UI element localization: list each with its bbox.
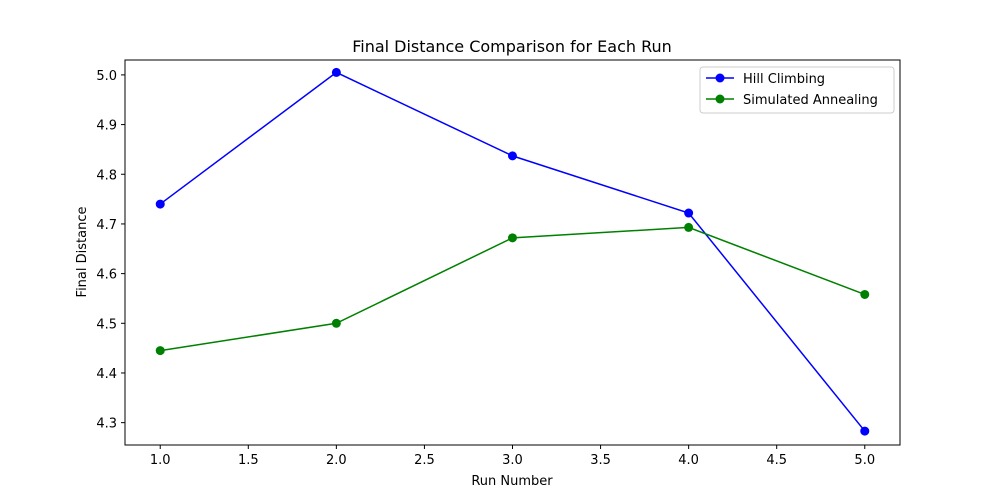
x-axis: 1.0 1.5 2.0 2.5 3.0 3.5 4.0 4.5 5.0 [150, 445, 875, 468]
x-tick-label: 4.0 [678, 453, 699, 468]
plot-area [155, 67, 870, 436]
x-tick-label: 3.5 [590, 453, 611, 468]
x-tick-label: 1.0 [150, 453, 171, 468]
legend-label-0: Hill Climbing [743, 72, 825, 87]
series-1-point [155, 346, 165, 356]
x-tick-label: 2.0 [326, 453, 347, 468]
x-tick-label: 1.5 [238, 453, 259, 468]
series-0-point [684, 208, 694, 218]
y-tick-label: 5.0 [96, 69, 117, 84]
legend-box [699, 66, 895, 114]
series-line-0 [159, 71, 866, 432]
x-tick-label: 2.5 [414, 453, 435, 468]
legend: Hill Climbing Simulated Annealing [699, 66, 895, 114]
series-0-point [508, 151, 517, 161]
y-tick-label: 4.7 [96, 218, 117, 233]
x-axis-label: Run Number [471, 474, 553, 489]
x-tick-label: 4.5 [766, 453, 787, 468]
legend-marker-1 [715, 94, 725, 104]
x-tick-label: 3.0 [502, 453, 523, 468]
y-tick-label: 4.3 [96, 417, 117, 432]
y-tick-label: 4.6 [96, 268, 117, 283]
chart-title: Final Distance Comparison for Each Run [352, 37, 672, 56]
series-1-point [684, 222, 694, 232]
series-1-point [508, 233, 517, 243]
series-0-point [331, 67, 341, 77]
y-tick-label: 4.9 [96, 119, 117, 134]
legend-marker-0 [715, 73, 725, 83]
x-tick-label: 5.0 [854, 453, 875, 468]
y-tick-label: 4.5 [96, 317, 117, 332]
plot-frame [124, 59, 901, 446]
series-1-point [860, 289, 870, 299]
y-axis: 4.3 4.4 4.5 4.6 4.7 4.8 4.9 5.0 [96, 69, 125, 432]
legend-label-1: Simulated Annealing [743, 93, 878, 108]
series-1-point [331, 318, 341, 328]
series-line-1 [160, 226, 866, 352]
y-axis-label: Final Distance [75, 207, 90, 298]
y-tick-label: 4.4 [96, 367, 117, 382]
series-0-point [860, 426, 870, 436]
series-0-point [155, 199, 165, 209]
y-tick-label: 4.8 [96, 168, 117, 183]
